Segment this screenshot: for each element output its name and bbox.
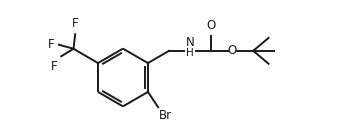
Text: O: O [228,44,237,57]
Text: F: F [72,17,78,30]
Text: H: H [186,48,194,58]
Text: Br: Br [159,109,172,122]
Text: N: N [186,36,194,49]
Text: F: F [50,60,57,73]
Text: O: O [207,19,216,32]
Text: F: F [48,38,55,51]
